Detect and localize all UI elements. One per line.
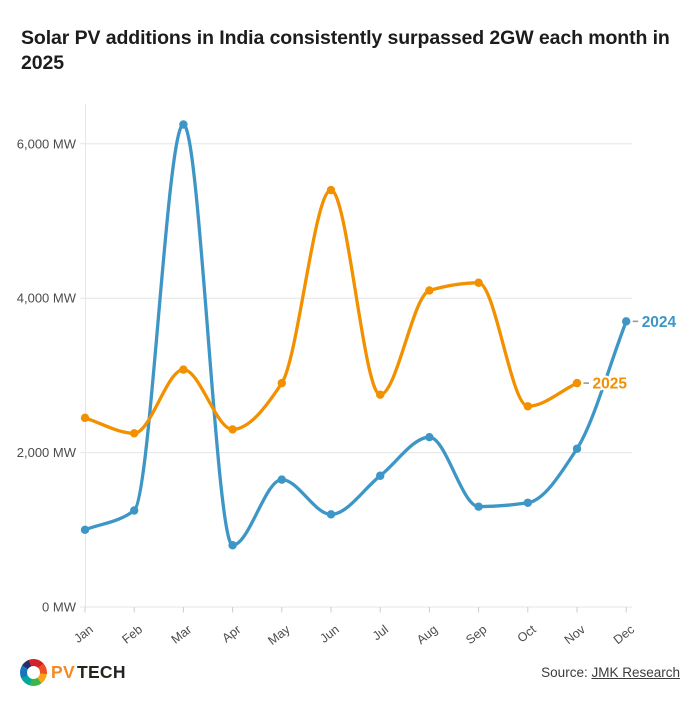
point-2024-sep[interactable] — [474, 502, 483, 511]
x-tick-label-sep: Sep — [463, 622, 489, 647]
x-tick-label-may: May — [265, 622, 293, 648]
point-2024-oct[interactable] — [523, 498, 532, 507]
point-2025-jul[interactable] — [376, 390, 385, 399]
point-2024-jul[interactable] — [376, 471, 385, 480]
point-2024-nov[interactable] — [572, 444, 582, 453]
logo-text-tech: TECH — [76, 661, 126, 682]
source-label: Source: — [541, 664, 588, 680]
x-tick-label-feb: Feb — [119, 622, 145, 646]
point-2025-may[interactable] — [277, 378, 286, 388]
point-2024-may[interactable] — [277, 475, 286, 484]
y-axis-label-2000: 2,000 MW — [17, 445, 77, 460]
point-2024-mar[interactable] — [179, 120, 188, 129]
line-chart: 0 MW 2,000 MW 4,000 MW 6,000 MW Jan Feb Mar Apr… — [17, 104, 679, 648]
point-2024-jun[interactable] — [326, 510, 336, 519]
x-tick-label-aug: Aug — [414, 622, 440, 647]
series-label-2025: 2025 — [593, 376, 628, 393]
point-2025-sep[interactable] — [474, 278, 483, 287]
x-tick-label-jul: Jul — [370, 622, 391, 643]
series-label-2024: 2024 — [642, 314, 677, 331]
point-2024-feb[interactable] — [130, 506, 139, 515]
logo-text-pv: PV — [51, 661, 75, 682]
x-tick-label-jan: Jan — [71, 622, 96, 645]
x-tick-label-jun: Jun — [317, 622, 342, 645]
y-axis-label-4000: 4,000 MW — [17, 291, 77, 306]
point-2024-apr[interactable] — [228, 541, 237, 550]
x-tick-label-mar: Mar — [169, 622, 195, 646]
point-2025-mar[interactable] — [179, 365, 188, 374]
point-2025-nov[interactable] — [572, 378, 582, 388]
point-2025-apr[interactable] — [228, 425, 237, 434]
point-2024-jan[interactable] — [80, 525, 90, 534]
x-tick-label-nov: Nov — [562, 622, 589, 647]
y-axis-label-0: 0 MW — [42, 600, 77, 615]
chart-area: 0 MW 2,000 MW 4,000 MW 6,000 MW Jan Feb Mar Apr… — [0, 95, 700, 655]
x-tick-label-dec: Dec — [611, 622, 637, 647]
chart-title: Solar PV additions in India consistently… — [21, 27, 670, 75]
pvtech-logo[interactable]: PV TECH — [20, 658, 126, 686]
point-2025-jun[interactable] — [326, 185, 336, 195]
line-2024 — [83, 122, 628, 547]
source-link[interactable]: JMK Research — [591, 664, 680, 680]
point-2025-jan[interactable] — [80, 413, 90, 423]
point-2025-oct[interactable] — [523, 402, 532, 411]
point-2024-aug[interactable] — [425, 432, 434, 442]
x-tick-label-oct: Oct — [515, 622, 539, 645]
footer: PV TECH Source: JMK Research — [20, 654, 680, 690]
y-axis-label-6000: 6,000 MW — [17, 136, 77, 151]
source-note: Source: JMK Research — [541, 665, 680, 680]
pvtech-ring-icon — [20, 658, 47, 686]
x-tick-label-apr: Apr — [219, 622, 243, 645]
point-2025-feb[interactable] — [130, 429, 139, 438]
point-2024-dec[interactable] — [622, 317, 631, 326]
point-2025-aug[interactable] — [425, 286, 434, 295]
